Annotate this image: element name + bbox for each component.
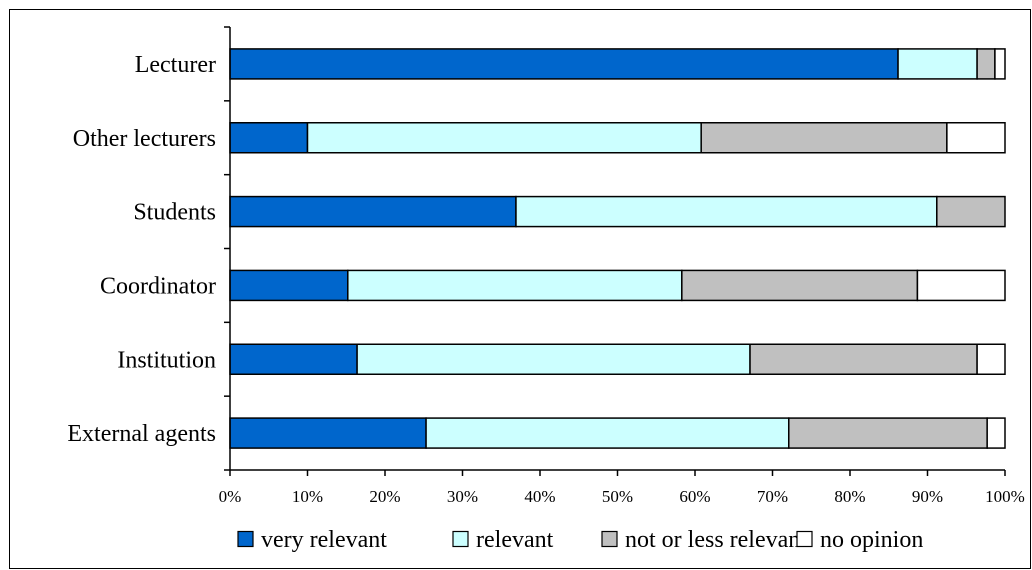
x-tick-label: 50% xyxy=(602,487,633,506)
chart-frame: Lecturer Other lecturers Students Coordinat… xyxy=(9,9,1031,569)
bar-segment-external-agents-not-or-less-relevant xyxy=(788,417,988,449)
category-label: Students xyxy=(133,200,216,226)
stacked-bar-chart: Lecturer Other lecturers Students Coordinat… xyxy=(67,26,1025,553)
bar-segment-external-agents-relevant xyxy=(425,417,790,449)
category-label: External agents xyxy=(67,421,216,447)
x-tick-label: 10% xyxy=(292,487,323,506)
bar-segment-external-agents-no-opinion xyxy=(986,417,1006,449)
bar-segment-institution-very-relevant xyxy=(229,343,358,375)
x-tick-label: 70% xyxy=(757,487,788,506)
legend-swatch-relevant xyxy=(452,530,469,548)
axes-layer xyxy=(224,26,1006,476)
bar-segment-other-lecturers-no-opinion xyxy=(946,122,1006,154)
bar-segment-coordinator-not-or-less-relevant xyxy=(681,269,919,302)
legend-label: very relevant xyxy=(261,527,387,553)
legend: very relevant relevant not or less relevan… xyxy=(237,527,923,553)
x-tick-label: 80% xyxy=(834,487,865,506)
bar-segment-other-lecturers-very-relevant xyxy=(229,122,309,154)
bar-segment-external-agents-very-relevant xyxy=(229,417,427,449)
bar-segment-lecturer-not-or-less-relevant xyxy=(976,48,996,80)
bar-segment-students-very-relevant xyxy=(229,195,517,228)
legend-label: no opinion xyxy=(820,527,923,553)
bar-segment-lecturer-no-opinion xyxy=(994,48,1006,80)
x-tick-label: 100% xyxy=(985,487,1025,506)
bar-segment-institution-not-or-less-relevant xyxy=(749,343,978,375)
bar-segment-institution-no-opinion xyxy=(976,343,1006,375)
bar-segment-other-lecturers-not-or-less-relevant xyxy=(700,122,948,154)
bar-segment-coordinator-very-relevant xyxy=(229,269,349,302)
bar-segment-lecturer-very-relevant xyxy=(229,48,899,80)
bar-segment-other-lecturers-relevant xyxy=(306,122,702,154)
legend-label: not or less relevant xyxy=(625,527,807,553)
x-tick-label: 90% xyxy=(912,487,943,506)
bar-segment-coordinator-relevant xyxy=(347,269,683,302)
legend-swatch-no-opinion xyxy=(796,530,813,548)
bar-segment-coordinator-no-opinion xyxy=(916,269,1006,302)
bars-layer xyxy=(229,48,1006,449)
bar-segment-students-relevant xyxy=(515,195,938,228)
bar-segment-institution-relevant xyxy=(356,343,751,375)
legend-label: relevant xyxy=(476,527,554,553)
x-tick-label: 0% xyxy=(219,487,242,506)
category-label: Institution xyxy=(117,347,216,373)
labels-layer: Lecturer Other lecturers Students Coordinat… xyxy=(67,52,1024,506)
x-tick-label: 40% xyxy=(524,487,555,506)
category-label: Other lecturers xyxy=(73,126,216,152)
legend-swatch-very-relevant xyxy=(237,530,254,548)
x-tick-label: 30% xyxy=(447,487,478,506)
bar-segment-students-not-or-less-relevant xyxy=(936,195,1006,228)
x-tick-label: 60% xyxy=(679,487,710,506)
bar-segment-lecturer-relevant xyxy=(897,48,978,80)
legend-swatch-not-or-less-relevant xyxy=(601,530,618,548)
category-label: Coordinator xyxy=(100,273,216,299)
x-tick-label: 20% xyxy=(369,487,400,506)
category-label: Lecturer xyxy=(135,52,216,78)
